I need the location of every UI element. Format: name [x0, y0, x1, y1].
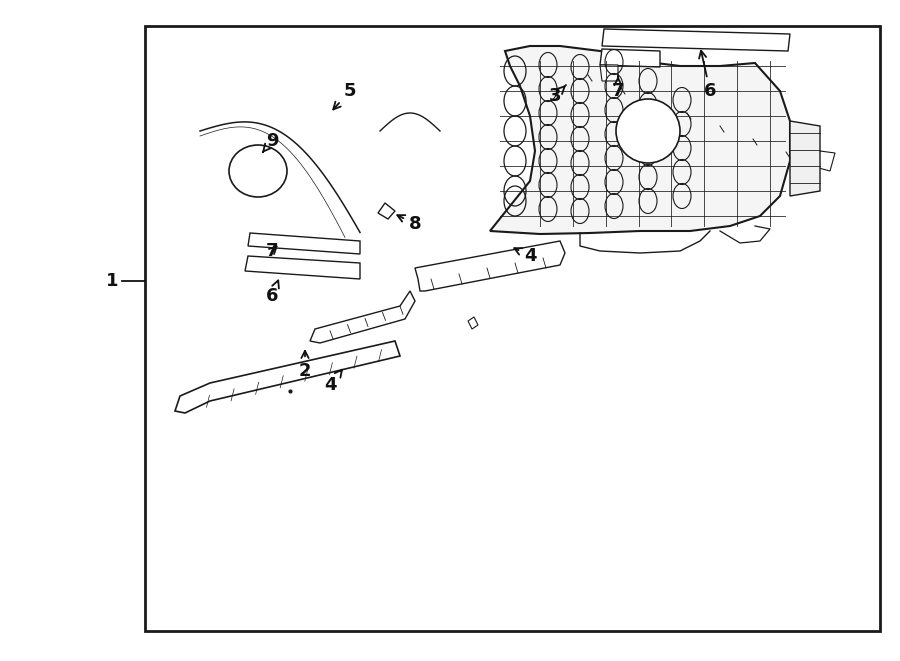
Text: 2: 2	[299, 351, 311, 380]
Polygon shape	[815, 151, 835, 171]
Polygon shape	[555, 56, 820, 167]
Text: 8: 8	[397, 215, 421, 233]
Text: 6: 6	[266, 280, 279, 305]
Polygon shape	[602, 29, 790, 51]
Polygon shape	[600, 49, 660, 67]
Polygon shape	[648, 117, 676, 141]
Text: 7: 7	[266, 242, 278, 260]
Polygon shape	[790, 121, 820, 196]
Bar	[145, 26, 880, 631]
Polygon shape	[245, 256, 360, 279]
Text: 1: 1	[106, 272, 118, 290]
Polygon shape	[236, 160, 258, 179]
Polygon shape	[600, 65, 618, 81]
Ellipse shape	[229, 145, 287, 197]
Text: 4: 4	[324, 369, 342, 394]
Text: 6: 6	[699, 51, 716, 100]
Polygon shape	[310, 291, 415, 343]
Polygon shape	[415, 241, 565, 291]
Polygon shape	[378, 203, 395, 219]
Text: 3: 3	[549, 85, 566, 105]
Polygon shape	[490, 46, 790, 234]
Polygon shape	[258, 160, 280, 179]
Polygon shape	[175, 341, 400, 413]
Circle shape	[616, 99, 680, 163]
Text: 4: 4	[514, 247, 536, 265]
Polygon shape	[248, 233, 360, 254]
Polygon shape	[468, 317, 478, 329]
Text: 9: 9	[263, 132, 278, 152]
Polygon shape	[620, 117, 648, 141]
Text: 7: 7	[612, 77, 625, 100]
Text: 5: 5	[333, 82, 356, 110]
